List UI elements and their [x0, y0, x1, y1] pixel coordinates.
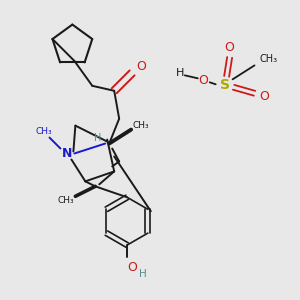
Text: O: O: [127, 262, 137, 275]
Text: CH₃: CH₃: [35, 127, 52, 136]
Text: O: O: [198, 74, 208, 87]
Text: O: O: [136, 60, 146, 74]
Text: O: O: [225, 41, 235, 54]
Text: H: H: [94, 133, 101, 142]
Text: H: H: [176, 68, 184, 78]
Text: O: O: [260, 90, 269, 103]
Text: S: S: [220, 78, 230, 92]
Text: N: N: [62, 147, 73, 160]
Text: H: H: [139, 269, 147, 279]
Text: CH₃: CH₃: [133, 121, 149, 130]
Text: CH₃: CH₃: [57, 196, 74, 205]
Text: CH₃: CH₃: [260, 54, 278, 64]
